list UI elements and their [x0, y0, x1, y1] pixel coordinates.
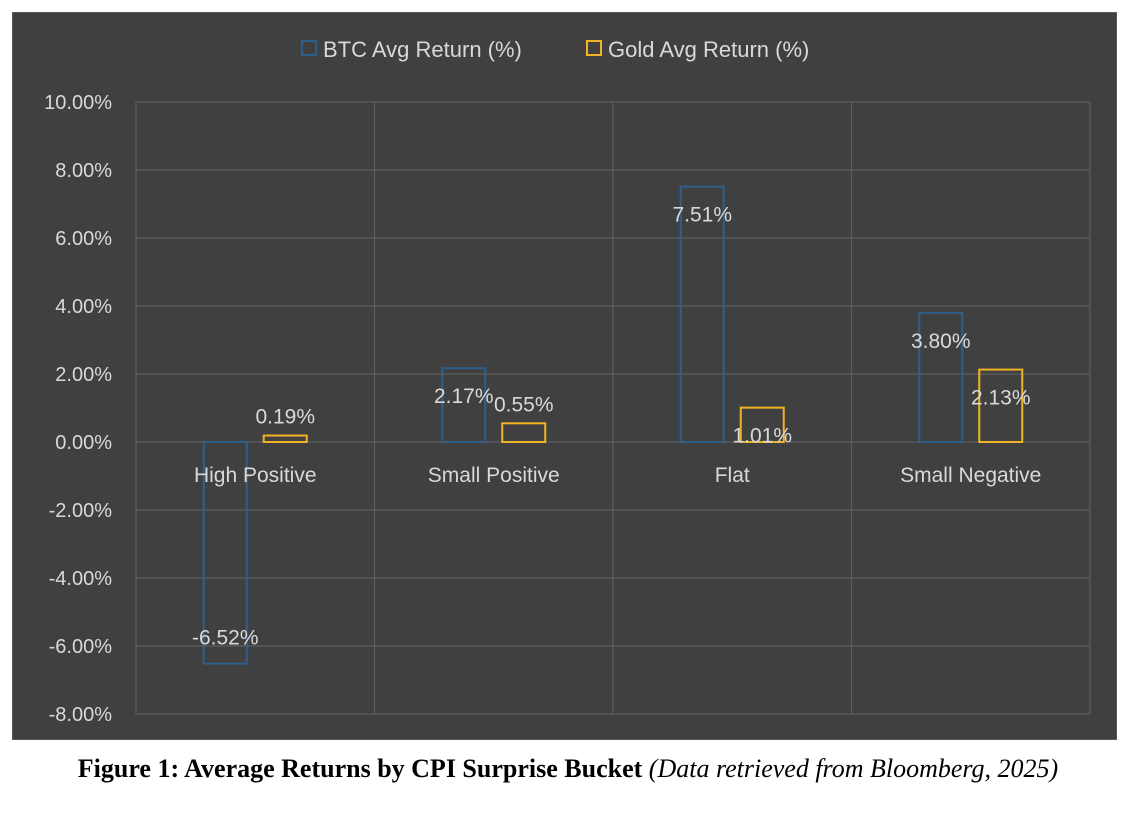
y-tick-label: -2.00% — [49, 500, 113, 522]
legend-swatch-gold — [586, 40, 602, 56]
gold-data-label: 1.01% — [732, 425, 792, 448]
legend-swatch-btc — [301, 40, 317, 56]
bar-chart: 10.00% 8.00% 6.00% 4.00% 2.00% 0.00% -2.00% -4.… — [44, 37, 1091, 726]
gold-bar — [978, 368, 1024, 443]
btc-bar — [918, 311, 964, 443]
btc-bar — [679, 185, 725, 443]
gold-data-label: 0.55% — [494, 393, 554, 416]
category-label: Small Negative — [900, 464, 1041, 487]
gold-bar — [501, 422, 547, 443]
category-label: High Positive — [194, 464, 317, 487]
y-tick-label: 4.00% — [55, 296, 112, 318]
category-label: Flat — [715, 464, 750, 487]
gold-bar — [262, 434, 308, 444]
gold-data-label: 0.19% — [255, 406, 315, 429]
labels: 10.00% 8.00% 6.00% 4.00% 2.00% 0.00% -2.00% -4.… — [44, 92, 1041, 726]
gold-data-label: 2.13% — [971, 387, 1031, 410]
legend-label-gold: Gold Avg Return (%) — [608, 37, 809, 62]
btc-data-label: 7.51% — [672, 204, 732, 227]
y-tick-label: 10.00% — [44, 92, 112, 114]
legend-label-btc: BTC Avg Return (%) — [323, 37, 522, 62]
btc-bar — [202, 441, 248, 665]
category-label: Small Positive — [428, 464, 560, 487]
y-tick-label: -4.00% — [49, 568, 113, 590]
figure-caption: Figure 1: Average Returns by CPI Surpris… — [0, 752, 1136, 785]
y-tick-label: 8.00% — [55, 160, 112, 182]
btc-data-label: 3.80% — [911, 330, 971, 353]
y-tick-label: -6.00% — [49, 636, 113, 658]
chart-panel — [12, 12, 1117, 740]
y-tick-label: 6.00% — [55, 228, 112, 250]
btc-bar — [441, 367, 487, 443]
y-tick-label: -8.00% — [49, 704, 113, 726]
btc-data-label: -6.52% — [192, 627, 259, 650]
legend: BTC Avg Return (%) Gold Avg Return (%) — [301, 37, 809, 62]
y-tick-label: 2.00% — [55, 364, 112, 386]
caption-title: Figure 1: Average Returns by CPI Surpris… — [77, 754, 643, 783]
btc-data-label: 2.17% — [434, 385, 494, 408]
gold-bar — [739, 406, 785, 444]
bars — [202, 185, 1024, 665]
caption-source: (Data retrieved from Bloomberg, 2025) — [648, 754, 1059, 783]
y-tick-label: 0.00% — [55, 432, 112, 454]
